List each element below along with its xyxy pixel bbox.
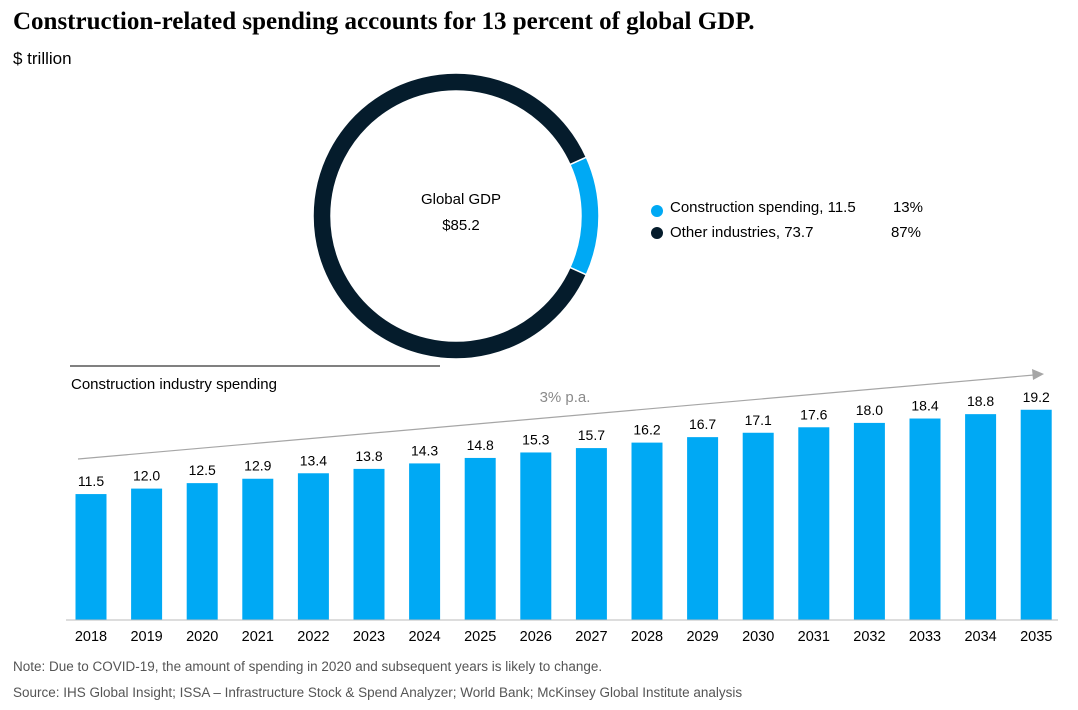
donut-slice-construction	[568, 156, 600, 276]
donut-chart	[312, 72, 600, 360]
donut-title: Global GDP	[421, 191, 501, 208]
x-tick-label: 2032	[853, 629, 885, 645]
x-tick-label: 2026	[520, 629, 552, 645]
x-tick-label: 2027	[575, 629, 607, 645]
bar-value-label: 17.1	[745, 412, 772, 428]
bar-value-label: 18.0	[856, 402, 883, 418]
x-tick-label: 2019	[130, 629, 162, 645]
bar-2024	[409, 463, 441, 620]
bar-2019	[131, 488, 163, 620]
bar-2020	[186, 483, 218, 620]
bar-value-label: 15.7	[578, 427, 605, 443]
bar-2026	[520, 452, 552, 620]
bar-2028	[631, 442, 663, 620]
bar-value-label: 12.9	[244, 458, 271, 474]
x-tick-label: 2025	[464, 629, 496, 645]
unit-label: $ trillion	[13, 49, 72, 68]
bar-value-label: 11.5	[78, 473, 104, 489]
x-tick-label: 2030	[742, 629, 774, 645]
bar-value-label: 13.8	[355, 448, 382, 464]
bar-2023	[353, 468, 385, 620]
x-tick-label: 2028	[631, 629, 663, 645]
chart-title: Construction-related spending accounts f…	[13, 8, 755, 35]
legend-pct-other: 87%	[891, 224, 921, 241]
bar-2029	[687, 437, 719, 620]
bar-chart-title: Construction industry spending	[71, 376, 277, 393]
bar-2030	[742, 432, 774, 620]
legend-label-construction: Construction spending, 11.5	[670, 199, 856, 216]
bar-value-label: 18.4	[911, 398, 938, 414]
bar-2032	[853, 422, 885, 620]
bar-series: 11.5 2018 12.0 2019 12.5 2020 12.9 2021 13.4 2022…	[66, 389, 1058, 645]
x-tick-label: 2023	[353, 629, 385, 645]
x-tick-label: 2020	[186, 629, 218, 645]
bar-value-label: 15.3	[522, 431, 549, 447]
bar-value-label: 14.8	[467, 437, 494, 453]
legend-swatch-construction	[651, 205, 663, 217]
bar-2027	[575, 448, 607, 620]
bar-value-label: 12.0	[133, 468, 160, 484]
x-tick-label: 2034	[964, 629, 996, 645]
x-tick-label: 2031	[798, 629, 830, 645]
legend-swatch-other	[651, 227, 663, 239]
x-tick-label: 2033	[909, 629, 941, 645]
growth-annotation: 3% p.a.	[540, 389, 591, 406]
bar-value-label: 14.3	[411, 442, 438, 458]
x-tick-label: 2018	[75, 629, 107, 645]
bar-value-label: 19.2	[1023, 389, 1050, 405]
legend-label-other: Other industries, 73.7	[670, 224, 813, 241]
bar-2031	[798, 427, 830, 620]
legend-pct-construction: 13%	[893, 199, 923, 216]
bar-value-label: 16.7	[689, 416, 716, 432]
bar-2033	[909, 418, 941, 620]
donut-center-value: $85.2	[442, 217, 480, 234]
footnote: Note: Due to COVID-19, the amount of spe…	[13, 659, 603, 674]
bar-2035	[1020, 409, 1052, 620]
x-tick-label: 2029	[686, 629, 718, 645]
x-tick-label: 2022	[297, 629, 329, 645]
bar-2018	[75, 494, 107, 620]
bar-value-label: 17.6	[800, 406, 827, 422]
donut-legend: Construction spending, 11.5 13% Other in…	[651, 199, 923, 241]
bar-2025	[464, 457, 496, 620]
bar-value-label: 18.8	[967, 393, 994, 409]
bar-value-label: 12.5	[189, 462, 216, 478]
bar-2021	[242, 478, 274, 620]
arrowhead-icon	[1032, 369, 1044, 380]
bar-2034	[965, 414, 997, 620]
bar-value-label: 16.2	[633, 422, 660, 438]
x-tick-label: 2035	[1020, 629, 1052, 645]
donut-slice-other	[312, 72, 588, 360]
x-tick-label: 2024	[408, 629, 440, 645]
growth-arrow	[77, 374, 1035, 460]
bar-value-label: 13.4	[300, 452, 327, 468]
source-note: Source: IHS Global Insight; ISSA – Infra…	[13, 685, 743, 700]
bar-2022	[297, 473, 329, 620]
x-tick-label: 2021	[242, 629, 274, 645]
